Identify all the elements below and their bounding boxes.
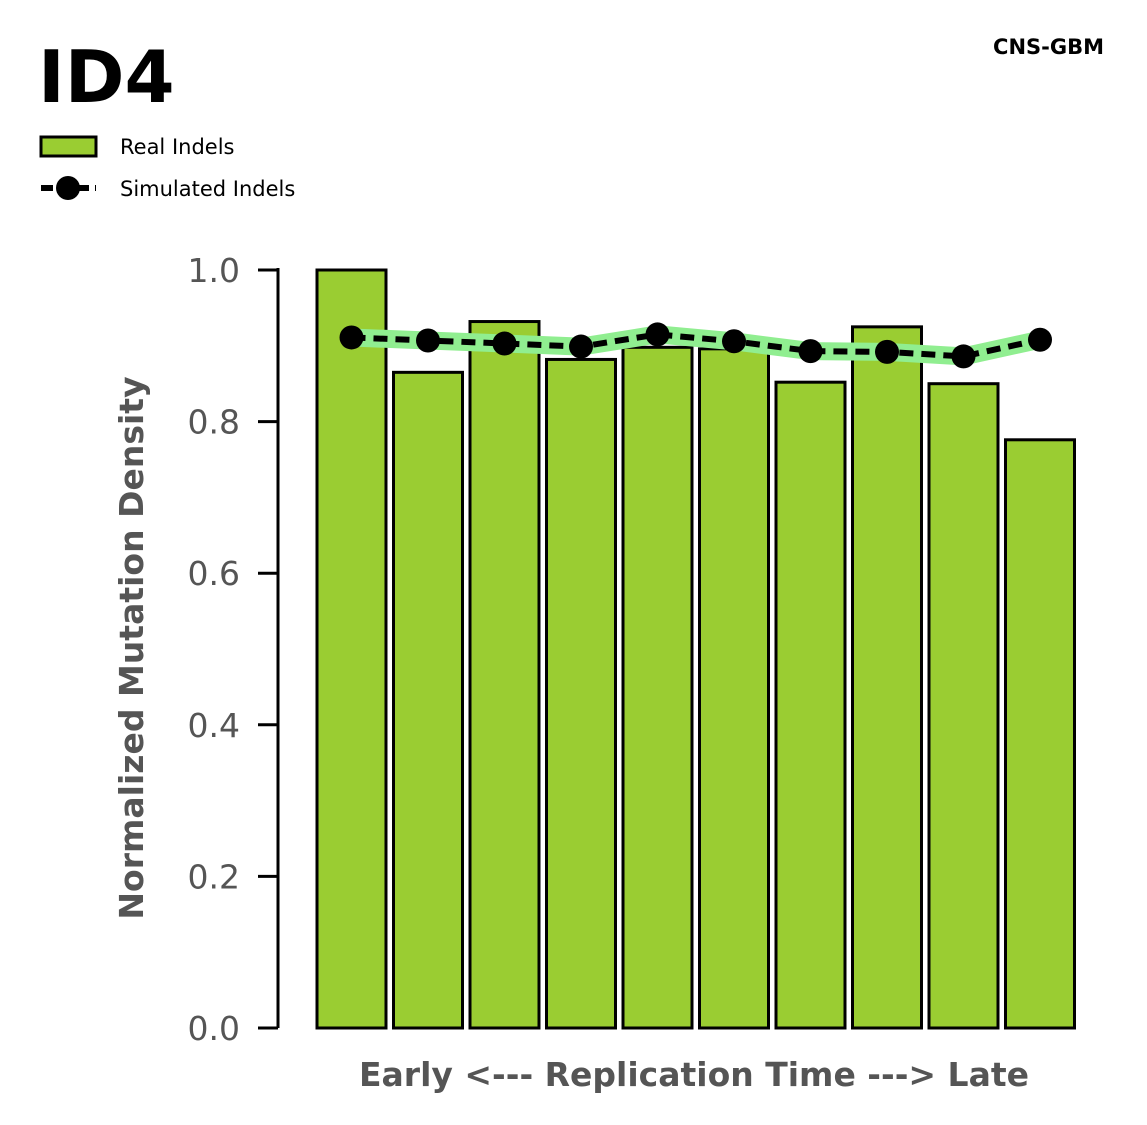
legend-simulated-indels-marker	[56, 176, 80, 200]
legend: Real Indels Simulated Indels	[39, 135, 295, 201]
legend-simulated-indels-label: Simulated Indels	[120, 177, 295, 201]
simulated-point-1	[339, 325, 364, 350]
bar-1	[315, 268, 388, 1030]
y-axis-label: Normalized Mutation Density	[112, 376, 151, 919]
bar-10	[1004, 438, 1076, 1030]
y-tick-label-4: 0.8	[188, 403, 240, 442]
chart-title: ID4	[38, 35, 175, 119]
x-axis-label: Early <--- Replication Time ---> Late	[359, 1055, 1029, 1094]
bar-8	[851, 325, 923, 1030]
y-tick-label-5: 1.0	[188, 251, 240, 290]
simulated-point-3	[492, 331, 517, 356]
bar-9	[927, 382, 1000, 1030]
bar-2	[392, 370, 464, 1030]
simulated-point-9	[951, 344, 976, 369]
y-tick-label-2: 0.4	[188, 706, 240, 745]
y-tick-label-3: 0.6	[188, 554, 240, 593]
y-tick-label-1: 0.2	[188, 857, 240, 896]
simulated-indels-band	[342, 325, 1049, 366]
bar-6	[698, 347, 770, 1030]
simulated-point-6	[722, 329, 746, 354]
bar-4	[545, 357, 617, 1030]
simulated-point-2	[416, 328, 440, 353]
y-tick-label-0: 0.0	[188, 1009, 240, 1048]
simulated-point-4	[569, 334, 593, 359]
simulated-indels-line	[351, 331, 1041, 360]
simulated-point-5	[645, 322, 670, 347]
simulated-indels-series	[339, 322, 1052, 369]
simulated-point-10	[1028, 327, 1052, 352]
simulated-point-8	[875, 339, 899, 364]
chart-subtitle: CNS-GBM	[993, 35, 1104, 59]
real-indels-bars	[315, 268, 1076, 1030]
y-axis: 0.0 0.2 0.4 0.6 0.8 1.0	[188, 251, 280, 1048]
legend-real-indels-label: Real Indels	[120, 135, 234, 159]
simulated-point-7	[798, 339, 823, 364]
bar-5	[621, 345, 694, 1030]
bar-3	[468, 320, 541, 1030]
bar-7	[774, 380, 847, 1030]
legend-real-indels-swatch	[39, 135, 98, 158]
